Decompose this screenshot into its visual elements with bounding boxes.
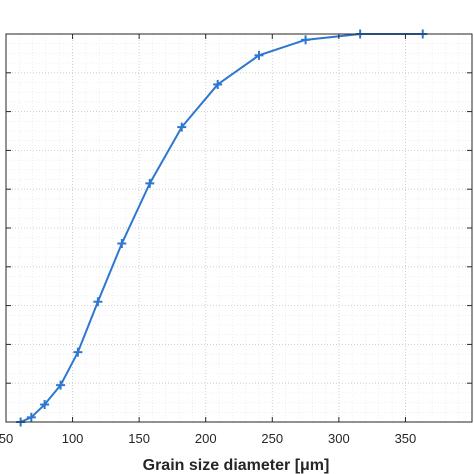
data-point [177, 122, 187, 132]
data-point [117, 239, 127, 249]
data-point [301, 35, 311, 45]
x-axis-title: Grain size diameter [μm] [143, 457, 330, 474]
data-point [26, 412, 36, 422]
axis-ticks [5, 33, 472, 423]
data-point [73, 347, 83, 357]
series-layer [16, 29, 428, 427]
x-tick-label: 300 [328, 431, 350, 446]
x-tick-label: 200 [195, 431, 217, 446]
data-point [93, 297, 103, 307]
x-tick-label: 50 [0, 431, 13, 446]
x-tick-label: 250 [261, 431, 283, 446]
data-point [40, 400, 50, 410]
x-tick-label: 150 [128, 431, 150, 446]
x-tick-label: 350 [395, 431, 417, 446]
data-point [56, 380, 66, 390]
x-tick-label: 100 [62, 431, 84, 446]
data-point [213, 79, 223, 89]
data-point [145, 178, 155, 188]
data-point [254, 50, 264, 60]
x-tick-labels: 50 100 150 200 250 300 350 [0, 431, 416, 446]
series-line [20, 33, 423, 423]
